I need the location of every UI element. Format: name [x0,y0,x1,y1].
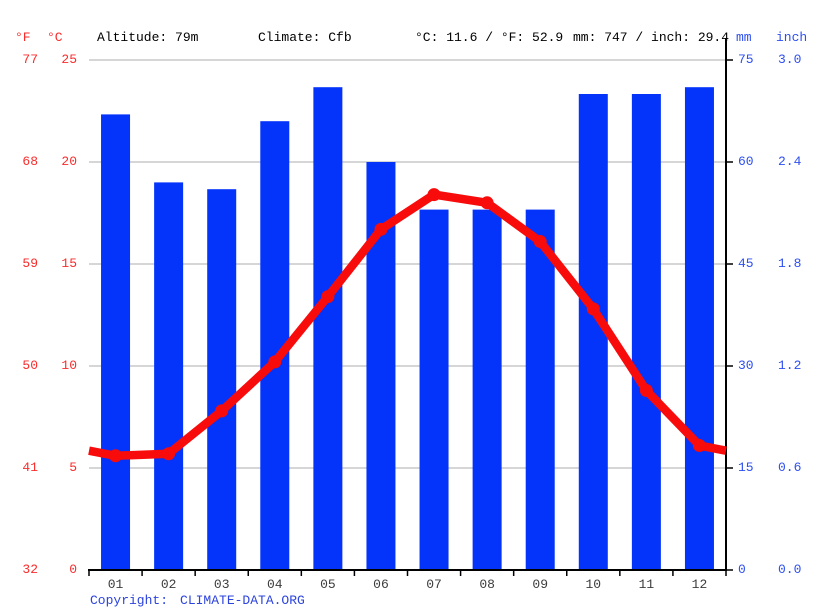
precip-bar-03 [207,189,237,570]
temperature-point-12 [692,439,706,453]
copyright-link[interactable]: CLIMATE-DATA.ORG [180,593,305,608]
precip-bar-07 [419,209,449,570]
precip-bar-11 [631,94,661,570]
temperature-point-05 [321,290,335,304]
temperature-point-09 [533,235,547,249]
precip-bar-01 [101,114,131,571]
precip-bar-02 [154,182,184,570]
precip-bar-12 [684,87,714,570]
precip-bar-09 [525,209,555,570]
right-axis-unit-inch: inch [776,30,808,45]
precip-bar-05 [313,87,343,570]
copyright-line: Copyright: CLIMATE-DATA.ORG [90,592,305,610]
temperature-point-01 [109,449,123,463]
right-axis-unit-mm: mm [736,30,752,45]
temperature-point-02 [162,447,176,461]
temperature-point-10 [586,302,600,316]
copyright-label: Copyright: [90,593,169,608]
left-axis-unit-c: °C [47,30,63,45]
mean-temp-label: °C: 11.6 / °F: 52.9 [415,30,564,45]
temperature-point-11 [639,383,653,397]
temperature-point-06 [374,222,388,236]
precip-bar-08 [472,209,502,570]
precip-bar-10 [578,94,608,570]
temperature-point-08 [480,196,494,210]
climate-class-label: Climate: Cfb [258,30,352,45]
temperature-point-03 [215,404,229,418]
temperature-point-07 [427,188,441,202]
left-axis-unit-f: °F [15,30,31,45]
annual-precip-label: mm: 747 / inch: 29.4 [573,30,730,45]
temperature-line [88,190,727,461]
temperature-point-04 [268,355,282,369]
altitude-label: Altitude: 79m [97,30,199,45]
